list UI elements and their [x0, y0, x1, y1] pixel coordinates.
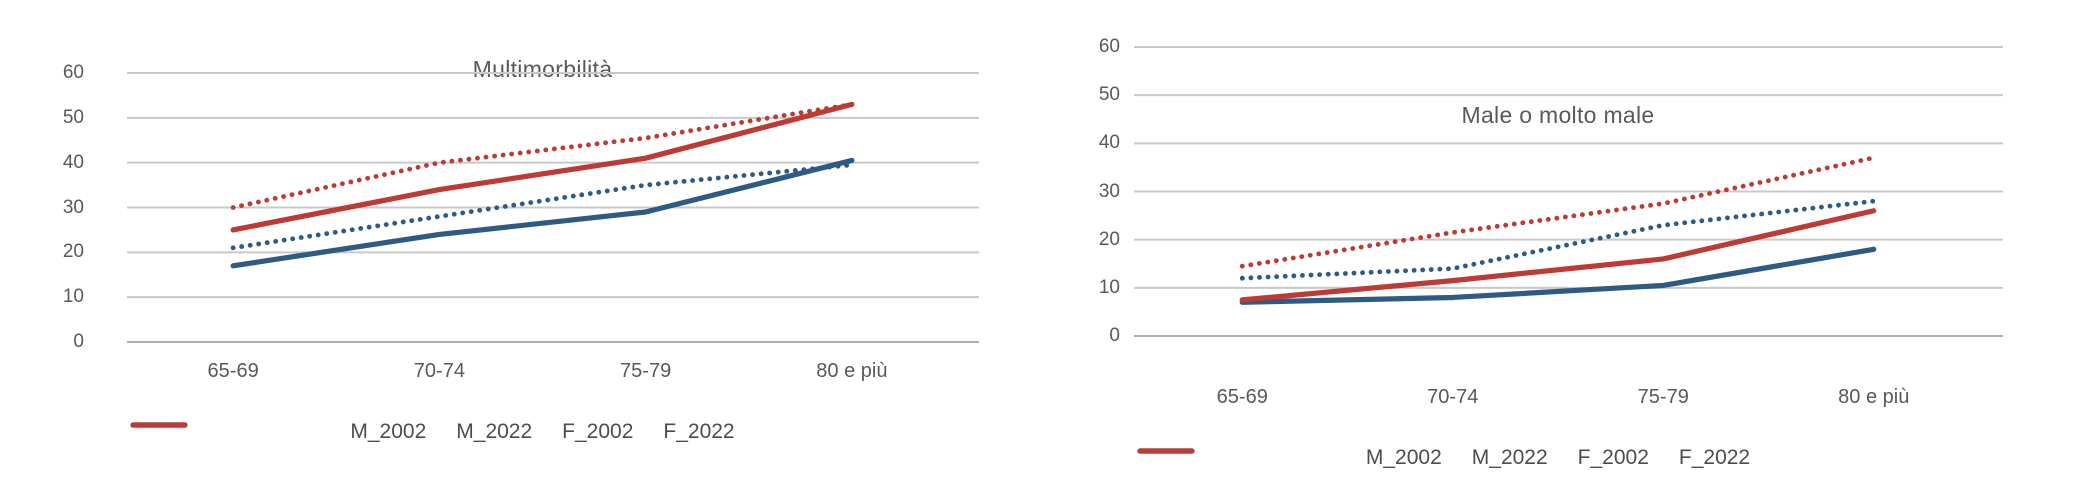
x-axis-category-label: 70-74	[413, 360, 465, 382]
x-axis-category-label: 70-74	[1427, 386, 1479, 408]
series-line-M_2002	[1239, 198, 1877, 281]
series-line-F_2022	[1239, 208, 1877, 303]
y-axis-tick-label: 60	[1098, 36, 1120, 57]
y-axis-tick-label: 10	[1098, 276, 1120, 298]
x-axis-category-label: 65-69	[1216, 386, 1268, 408]
y-axis-tick-label: 50	[62, 106, 84, 128]
legend-label: F_2002	[1577, 446, 1649, 469]
y-axis-tick-label: 60	[62, 62, 84, 83]
chart-male-o-molto-male: Male o molto male 0 10 20 30 40 50 60 65-69 70-7…	[1047, 0, 2094, 491]
series-line-M_2022	[1239, 246, 1877, 305]
y-axis-tick-label: 30	[1098, 180, 1120, 202]
series-line-F_2022	[230, 101, 855, 233]
chart-title: Male o molto male	[1461, 102, 1655, 128]
plot-area	[127, 72, 979, 343]
legend: M_2002 M_2022 F_2002 F_2022	[1137, 446, 1979, 470]
x-axis-category-label: 80 e più	[1838, 386, 1910, 408]
series-line-F_2002	[1239, 155, 1877, 269]
legend-label: M_2022	[1471, 446, 1548, 469]
legend: M_2002 M_2022 F_2002 F_2022	[130, 420, 955, 444]
y-axis-tick-label: 0	[1109, 325, 1120, 346]
y-axis-tick-label: 40	[62, 151, 84, 173]
legend-label: M_2022	[456, 420, 533, 443]
y-axis-tick-label: 30	[62, 196, 84, 218]
y-axis-tick-label: 40	[1098, 132, 1120, 154]
y-axis-tick-label: 10	[62, 286, 84, 308]
x-axis-category-label: 80 e più	[816, 360, 888, 382]
y-axis-tick-label: 50	[1098, 84, 1120, 106]
y-axis-tick-label: 20	[1098, 228, 1120, 250]
y-axis-tick-label: 0	[73, 331, 84, 352]
solid-line-swatch-icon	[1137, 448, 1195, 454]
series-line-F_2002	[230, 101, 855, 210]
chart-multimorbilita: Multimorbilità 0 10 20 30 40 50 60 65-69 70-74 75…	[62, 56, 979, 444]
series-line-M_2002	[230, 162, 855, 251]
x-axis-category-label: 75-79	[620, 360, 672, 382]
legend-label: F_2022	[663, 420, 735, 443]
legend-item-F_2022: F_2022	[130, 420, 735, 444]
series-line-M_2022	[230, 157, 855, 269]
plot-area	[1134, 46, 2003, 337]
solid-line-swatch-icon	[130, 422, 188, 428]
legend-label: M_2002	[1365, 446, 1442, 469]
y-axis-tick-label: 20	[62, 241, 84, 263]
legend-label: F_2002	[562, 420, 634, 443]
legend-label: M_2002	[350, 420, 427, 443]
legend-item-F_2022: F_2022	[1137, 446, 1751, 470]
x-axis-category-label: 65-69	[207, 360, 259, 382]
x-axis-category-label: 75-79	[1637, 386, 1689, 408]
legend-label: F_2022	[1678, 446, 1751, 469]
chart-title: Multimorbilità	[472, 56, 613, 82]
